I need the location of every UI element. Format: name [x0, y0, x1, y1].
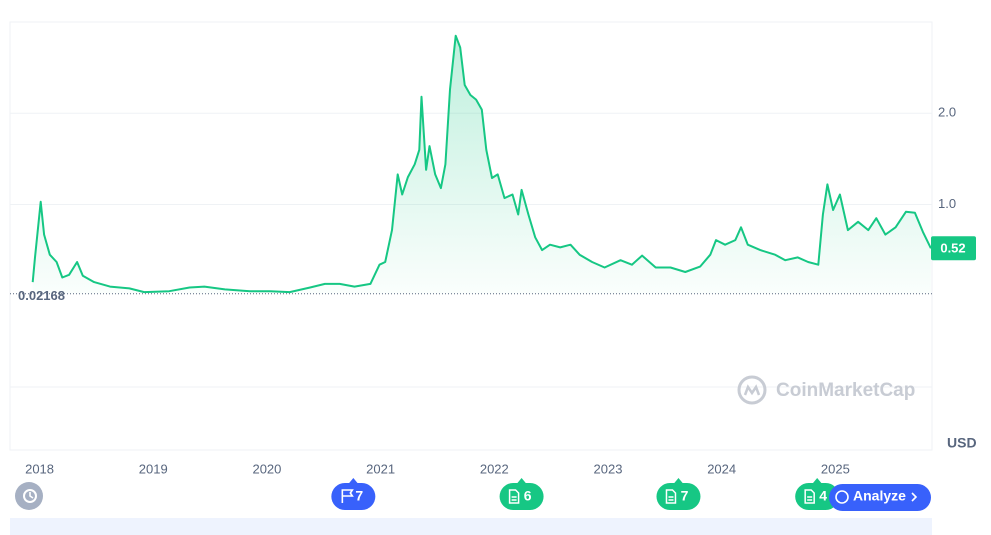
x-tick-label: 2019 — [139, 461, 168, 476]
baseline-label: 0.02168 — [18, 288, 65, 303]
event-pointer — [673, 478, 684, 484]
last-price-badge — [931, 236, 976, 261]
event-badge[interactable]: 6 — [499, 478, 544, 510]
event-badge[interactable]: 4 — [795, 478, 840, 510]
x-tick-label: 2023 — [594, 461, 623, 476]
event-pill — [499, 483, 544, 510]
x-tick-label: 2024 — [707, 461, 736, 476]
analyze-icon — [835, 490, 849, 504]
doc-icon — [804, 489, 815, 504]
flag-icon — [341, 489, 354, 503]
event-pointer — [516, 478, 527, 484]
x-tick-label: 2022 — [480, 461, 509, 476]
event-count: 6 — [524, 488, 532, 504]
x-tick-label: 2025 — [821, 461, 850, 476]
price-area — [32, 35, 931, 294]
doc-icon — [665, 489, 677, 504]
price-line — [31, 34, 932, 294]
event-badge[interactable]: 7 — [656, 478, 701, 510]
analyze-label: Analyze — [853, 488, 906, 504]
event-pill — [656, 483, 701, 510]
analyze-chevron — [911, 492, 918, 502]
event-pointer — [348, 478, 359, 484]
event-badge[interactable]: 7 — [331, 478, 376, 510]
event-count: 7 — [681, 488, 689, 504]
analyze-button[interactable]: Analyze — [829, 484, 931, 511]
y-tick-label: 2.0 — [938, 105, 956, 120]
event-count: 7 — [355, 488, 363, 504]
x-tick-label: 2018 — [25, 461, 54, 476]
navigator[interactable] — [10, 518, 932, 535]
analyze-bg — [829, 484, 931, 511]
last-price-label: 0.52 — [940, 241, 965, 256]
x-tick-label: 2020 — [252, 461, 281, 476]
plot-frame — [9, 21, 933, 451]
event-count: 4 — [819, 488, 827, 504]
history-button[interactable] — [15, 482, 43, 510]
event-pointer — [812, 478, 823, 484]
y-tick-label: 1.0 — [938, 196, 956, 211]
doc-icon — [508, 489, 520, 504]
x-tick-label: 2021 — [366, 461, 395, 476]
currency-label: USD — [947, 435, 977, 451]
watermark: CoinMarketCap — [737, 375, 915, 405]
watermark-text: CoinMarketCap — [776, 380, 915, 401]
